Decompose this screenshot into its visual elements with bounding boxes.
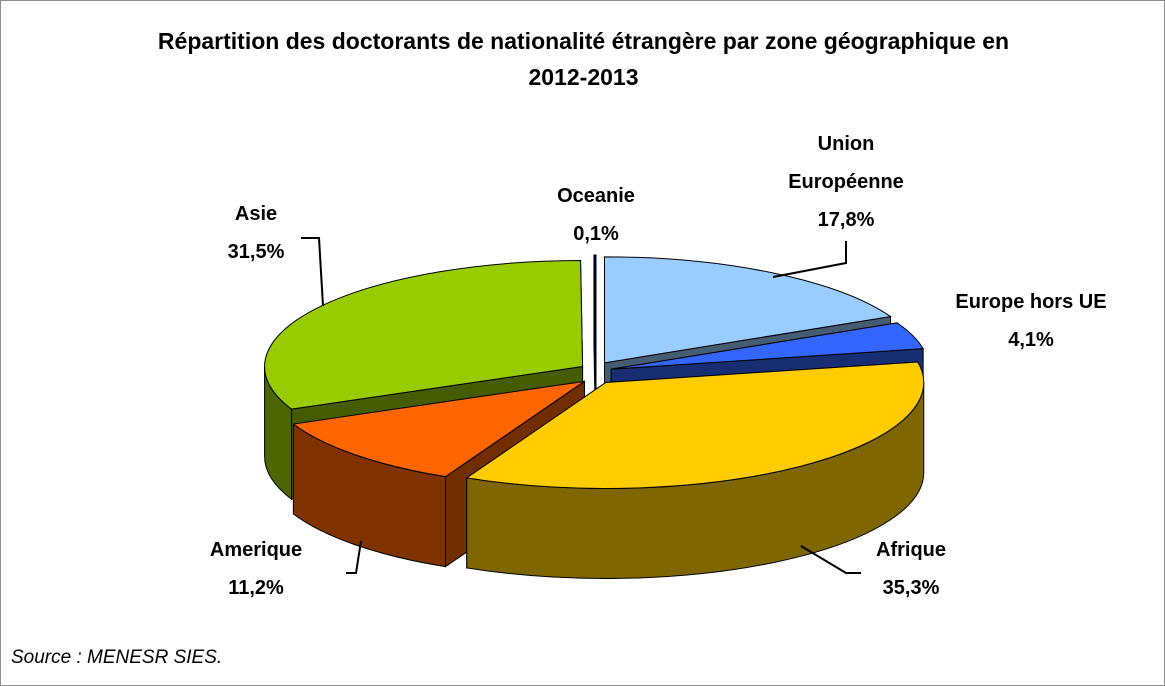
category-name: Union Européenne xyxy=(788,133,904,193)
value-label: 11,2% xyxy=(228,577,284,599)
leader-line xyxy=(800,545,861,574)
pie-slice xyxy=(292,380,585,478)
leader-lines xyxy=(301,237,861,574)
pie-slice xyxy=(611,322,925,370)
leader-line xyxy=(346,540,362,574)
slice-label: Asie 31,5% xyxy=(151,195,361,271)
pie-slice xyxy=(264,259,584,410)
category-name: Amerique xyxy=(209,539,303,561)
pie-slice xyxy=(593,254,597,362)
source-note: Source : MENESR SIES. xyxy=(11,647,223,668)
slice-label: Amerique 11,2% xyxy=(151,531,361,607)
slice-label: Europe hors UE 4,1% xyxy=(906,283,1156,359)
slice-label: Union Européenne 17,8% xyxy=(726,125,966,239)
category-name: Oceanie xyxy=(557,185,635,207)
leader-line xyxy=(301,237,324,307)
category-name: Asie xyxy=(234,203,278,225)
chart-title: Répartition des doctorants de nationalit… xyxy=(157,28,1010,90)
value-label: 17,8% xyxy=(817,209,875,231)
value-label: 31,5% xyxy=(227,241,285,263)
value-label: 0,1% xyxy=(573,223,619,245)
leader-line xyxy=(772,241,847,278)
pie-slice xyxy=(465,361,925,489)
slice-label: Afrique 35,3% xyxy=(801,531,1021,607)
category-name: Europe hors UE xyxy=(955,291,1107,313)
slice-label: Oceanie 0,1% xyxy=(491,177,701,253)
category-name: Afrique xyxy=(876,539,946,561)
value-label: 4,1% xyxy=(1008,329,1054,351)
pie-slice xyxy=(603,256,892,364)
value-label: 35,3% xyxy=(882,577,940,599)
